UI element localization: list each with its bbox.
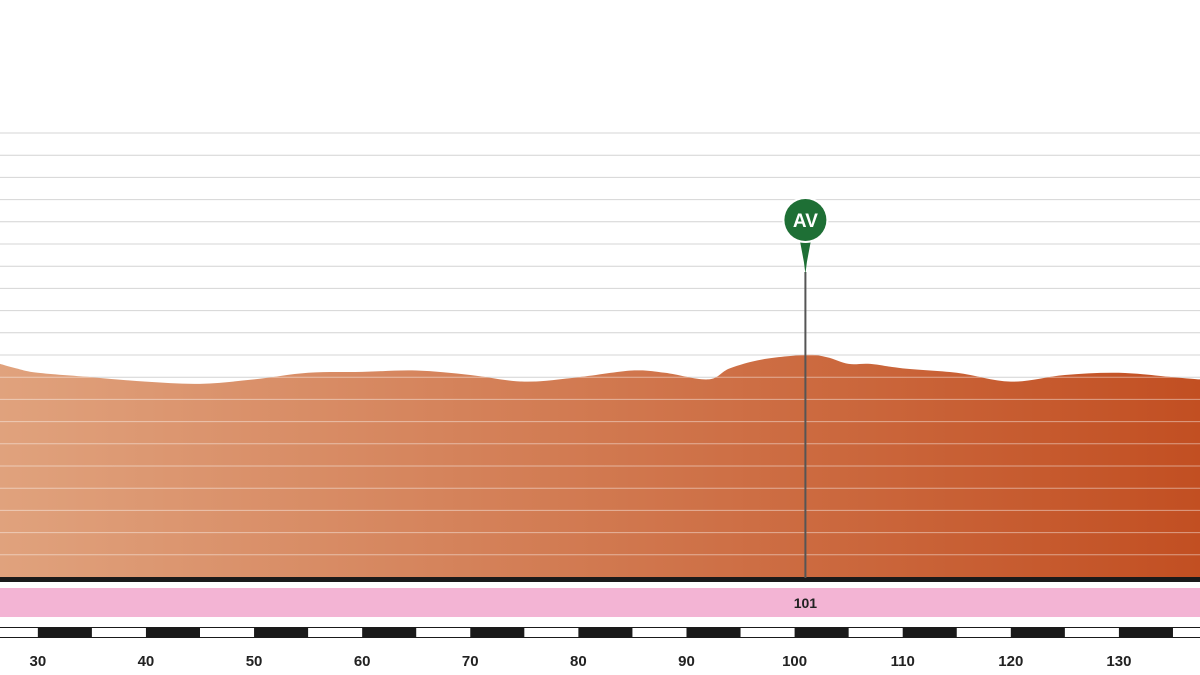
- x-tick-label: 130: [1106, 653, 1131, 670]
- x-tick-label: 80: [570, 653, 587, 670]
- scale-segment: [794, 627, 849, 638]
- baseline: [0, 577, 1200, 582]
- scale-segment: [578, 627, 633, 638]
- x-tick-label: 100: [782, 653, 807, 670]
- marker-pin-head: [784, 199, 827, 241]
- scale-segment: [37, 627, 92, 638]
- x-axis-ticks: 30 40 50 60 70 80 90 100 110 120 130: [29, 653, 1131, 670]
- scale-segment: [902, 627, 957, 638]
- x-tick-label: 60: [354, 653, 371, 670]
- x-tick-label: 110: [891, 653, 915, 670]
- band-strip: [0, 588, 1200, 617]
- band-label: 101: [794, 595, 818, 611]
- x-tick-label: 70: [462, 653, 479, 670]
- av-marker: AV: [782, 197, 829, 578]
- scale-segment: [686, 627, 741, 638]
- scale-segment: [1118, 627, 1173, 638]
- scale-segment: [254, 627, 309, 638]
- distance-scale-bar: [0, 627, 1200, 638]
- markers: AV: [782, 197, 829, 578]
- scale-segment: [470, 627, 525, 638]
- elevation-area: [0, 354, 1200, 577]
- scale-segment: [145, 627, 200, 638]
- marker-label: AV: [793, 211, 818, 232]
- x-tick-label: 30: [29, 653, 46, 670]
- x-tick-label: 90: [678, 653, 695, 670]
- marker-pin-tail: [799, 238, 812, 274]
- scale-segment: [1010, 627, 1065, 638]
- x-tick-label: 40: [138, 653, 155, 670]
- x-tick-label: 50: [246, 653, 263, 670]
- x-tick-label: 120: [998, 653, 1023, 670]
- scale-segment: [362, 627, 417, 638]
